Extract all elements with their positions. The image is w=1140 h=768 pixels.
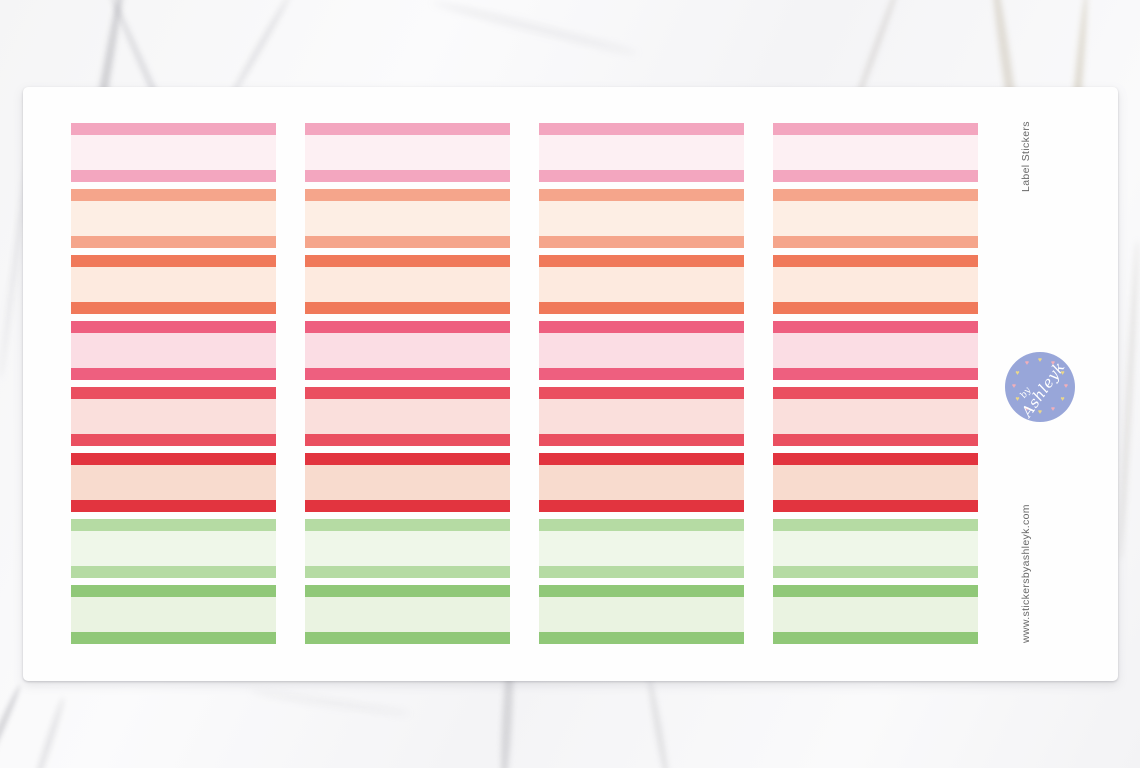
label-sticker-peach (539, 189, 744, 248)
label-sticker-coral (71, 255, 276, 314)
sticker-column (305, 123, 510, 644)
label-sticker-rose-red (773, 387, 978, 446)
sticker-column (539, 123, 744, 644)
marble-vein (645, 675, 672, 768)
heart-icon: ♥ (1015, 370, 1020, 377)
label-sticker-peach (773, 189, 978, 248)
label-sticker-pink (305, 123, 510, 182)
heart-icon: ♥ (1037, 357, 1043, 364)
label-sticker-watermelon (71, 321, 276, 380)
label-sticker-rose-red (539, 387, 744, 446)
label-sticker-green (305, 585, 510, 644)
heart-icon: ♥ (1050, 360, 1056, 368)
marble-vein (29, 696, 67, 768)
label-sticker-coral (773, 255, 978, 314)
label-sticker-coral (305, 255, 510, 314)
label-sticker-pink (773, 123, 978, 182)
brand-logo-badge: ♥ ♥ ♥ ♥ ♥ ♥ ♥ ♥ ♥ ♥ ♥ ♥ by Ashleyk (1005, 352, 1075, 422)
label-sticker-watermelon (539, 321, 744, 380)
marble-vein (0, 683, 24, 768)
heart-icon: ♥ (1011, 383, 1017, 390)
heart-icon: ♥ (1060, 396, 1065, 403)
label-sticker-rose-red (305, 387, 510, 446)
label-sticker-red (71, 453, 276, 512)
heart-icon: ♥ (1024, 405, 1030, 413)
logo-script-text: by Ashleyk (991, 338, 1088, 435)
label-sticker-watermelon (773, 321, 978, 380)
heart-icon: ♥ (1024, 360, 1030, 368)
label-sticker-light-green (773, 519, 978, 578)
sticker-column (71, 123, 276, 644)
marble-vein (1117, 240, 1140, 560)
sticker-sheet: Label Stickers ♥ ♥ ♥ ♥ ♥ ♥ ♥ ♥ ♥ ♥ ♥ ♥ by Ashleyk w… (23, 87, 1118, 681)
label-sticker-peach (305, 189, 510, 248)
label-sticker-green (71, 585, 276, 644)
label-sticker-light-green (305, 519, 510, 578)
marble-vein (250, 688, 410, 717)
marble-vein (432, 0, 638, 57)
heart-icon: ♥ (1015, 396, 1020, 403)
label-sticker-peach (71, 189, 276, 248)
label-sticker-red (773, 453, 978, 512)
label-sticker-pink (539, 123, 744, 182)
logo-circle (1005, 352, 1075, 422)
website-url: www.stickersbyashleyk.com (1020, 504, 1032, 643)
label-sticker-red (305, 453, 510, 512)
label-sticker-green (773, 585, 978, 644)
label-sticker-light-green (539, 519, 744, 578)
label-sticker-rose-red (71, 387, 276, 446)
label-sticker-pink (71, 123, 276, 182)
product-title: Label Stickers (1020, 121, 1032, 192)
label-sticker-coral (539, 255, 744, 314)
heart-icon: ♥ (1063, 383, 1069, 390)
heart-icon: ♥ (1037, 409, 1043, 416)
heart-icon: ♥ (1060, 370, 1065, 377)
sticker-columns (71, 123, 978, 644)
label-sticker-green (539, 585, 744, 644)
sticker-column (773, 123, 978, 644)
heart-icon: ♥ (1050, 405, 1056, 413)
label-sticker-light-green (71, 519, 276, 578)
label-sticker-watermelon (305, 321, 510, 380)
label-sticker-red (539, 453, 744, 512)
